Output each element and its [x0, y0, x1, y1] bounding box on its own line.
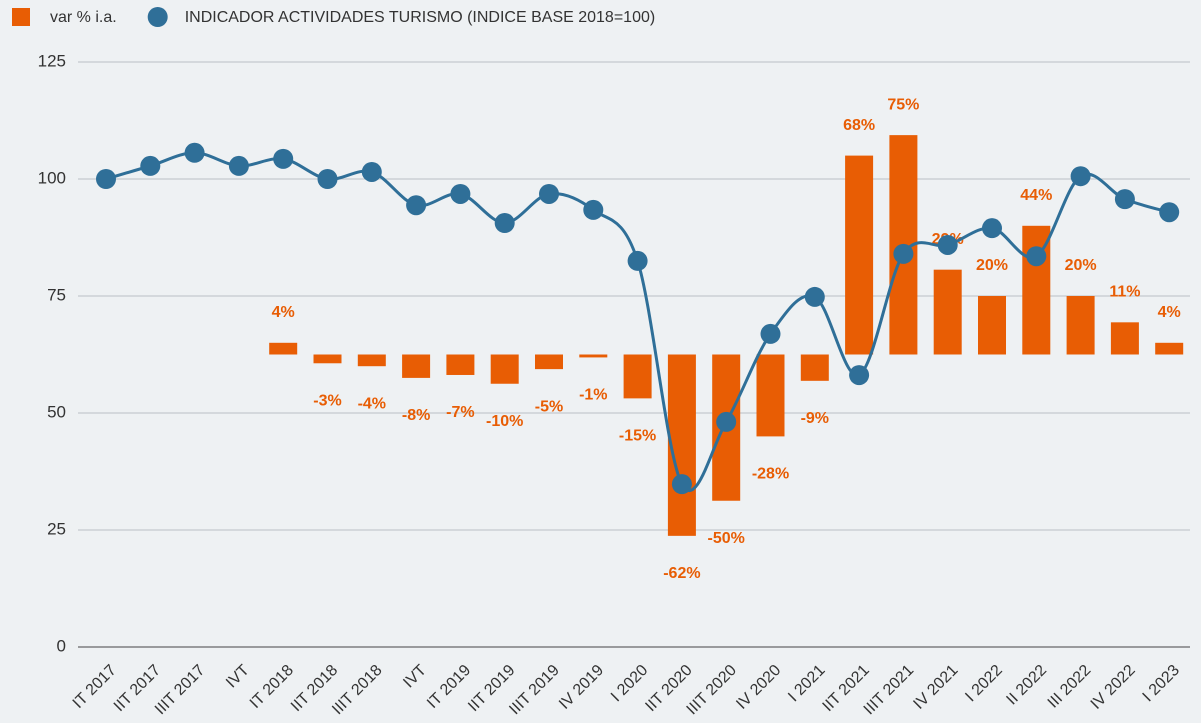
line-point [671, 474, 692, 495]
bar [978, 296, 1006, 355]
bar [535, 354, 563, 370]
data-label: 20% [976, 257, 1008, 274]
data-label: 11% [1109, 284, 1140, 301]
data-label: -3% [313, 392, 341, 409]
data-label: -50% [708, 530, 745, 547]
bar [446, 354, 475, 375]
bar [845, 155, 874, 355]
line-point [1026, 246, 1047, 267]
bar [579, 354, 608, 358]
bar [667, 354, 696, 536]
line-point [937, 234, 958, 255]
y-tick-label: 125 [38, 51, 66, 70]
line-point [760, 323, 781, 344]
data-label: 44% [1020, 187, 1052, 204]
line-point [804, 286, 825, 307]
legend-label: var % i.a. [50, 9, 117, 26]
x-tick-label: IV 2020 [733, 662, 784, 713]
line-point [228, 155, 249, 176]
x-tick-label: I 2021 [785, 662, 829, 706]
line-point [140, 155, 161, 176]
line-point [893, 243, 914, 264]
legend-swatch [12, 8, 30, 26]
x-tick-label: IV 2019 [556, 662, 607, 713]
legend-swatch [147, 7, 168, 27]
line-point [184, 142, 205, 163]
bar [1110, 322, 1139, 355]
y-tick-label: 75 [47, 285, 66, 304]
bar [269, 342, 298, 355]
data-label: -1% [579, 387, 607, 404]
line-point [1070, 166, 1091, 187]
x-tick-label: I 2020 [608, 662, 652, 706]
x-tick-label: IVT [223, 662, 253, 692]
data-label: 75% [887, 96, 919, 113]
bar [800, 354, 829, 381]
y-tick-label: 0 [57, 636, 66, 655]
line-point [627, 250, 648, 271]
line-point [539, 183, 559, 204]
data-label: 4% [1158, 304, 1181, 321]
line-point [849, 365, 870, 386]
line-point [494, 212, 515, 233]
data-label: 20% [1065, 257, 1097, 274]
line-point [406, 195, 427, 216]
data-label: -5% [535, 398, 563, 415]
data-label: -10% [486, 413, 523, 430]
x-tick-label: I 2023 [1140, 662, 1184, 706]
data-label: -8% [402, 407, 430, 424]
bar [623, 354, 652, 399]
line-point [317, 169, 338, 189]
data-label: 4% [272, 304, 295, 321]
data-label: 68% [843, 117, 875, 134]
data-label: -4% [358, 395, 386, 412]
bar [1066, 296, 1095, 355]
bar [756, 354, 785, 437]
data-label: -15% [619, 428, 656, 445]
line-point [982, 218, 1002, 239]
bar [313, 354, 342, 364]
line-point [583, 199, 604, 220]
data-label: -62% [663, 565, 700, 582]
legend-label: INDICADOR ACTIVIDADES TURISMO (INDICE BA… [185, 9, 656, 26]
line-point [716, 411, 737, 432]
line-point [361, 161, 382, 182]
y-tick-label: 25 [47, 519, 66, 538]
x-tick-label: IV 2021 [910, 662, 961, 713]
line-point [1114, 189, 1135, 210]
y-tick-label: 50 [47, 402, 66, 421]
bar [1155, 342, 1184, 355]
y-tick-label: 100 [38, 168, 66, 187]
bar [402, 354, 431, 378]
x-tick-label: II 2022 [1003, 662, 1050, 709]
line-point [96, 169, 116, 189]
x-tick-label: III 2022 [1045, 662, 1095, 712]
data-label: -7% [446, 404, 474, 421]
bar [933, 269, 962, 355]
line-point [450, 183, 471, 204]
x-tick-label: IVT [400, 662, 430, 692]
line-point [1159, 202, 1180, 223]
data-label: -28% [752, 466, 789, 483]
bar [357, 354, 386, 367]
x-tick-label: IV 2022 [1088, 662, 1139, 713]
x-tick-label: I 2022 [962, 662, 1006, 706]
data-label: -9% [801, 410, 829, 427]
bar [490, 354, 519, 384]
line-point [273, 148, 294, 169]
